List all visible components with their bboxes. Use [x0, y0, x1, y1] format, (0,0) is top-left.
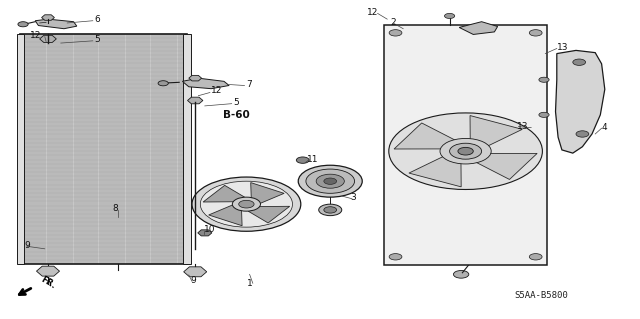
Text: 12: 12 — [211, 86, 223, 95]
Text: 12: 12 — [29, 31, 41, 40]
Circle shape — [539, 112, 549, 117]
Circle shape — [200, 181, 292, 227]
Polygon shape — [409, 154, 461, 187]
Circle shape — [158, 81, 168, 86]
Polygon shape — [35, 19, 77, 29]
Text: 11: 11 — [307, 155, 319, 164]
Polygon shape — [189, 75, 202, 81]
Circle shape — [298, 165, 362, 197]
Bar — [20, 34, 187, 264]
Polygon shape — [184, 267, 207, 277]
Circle shape — [389, 254, 402, 260]
Polygon shape — [248, 206, 290, 223]
Polygon shape — [36, 266, 60, 276]
Circle shape — [529, 254, 542, 260]
Circle shape — [18, 22, 28, 27]
Circle shape — [296, 157, 309, 163]
Circle shape — [319, 204, 342, 216]
Circle shape — [324, 178, 337, 184]
Circle shape — [529, 30, 542, 36]
Bar — [183, 34, 191, 264]
Circle shape — [192, 177, 301, 231]
Polygon shape — [188, 97, 203, 104]
Text: 2: 2 — [390, 18, 396, 27]
Circle shape — [573, 59, 586, 65]
Text: 9: 9 — [24, 241, 30, 250]
Polygon shape — [198, 230, 212, 236]
Polygon shape — [182, 78, 229, 89]
Text: 8: 8 — [112, 204, 118, 213]
Text: 5: 5 — [234, 98, 239, 107]
Polygon shape — [42, 15, 54, 20]
Text: 3: 3 — [351, 193, 356, 202]
Polygon shape — [460, 22, 498, 34]
Polygon shape — [251, 182, 284, 203]
Polygon shape — [471, 153, 537, 180]
Circle shape — [440, 138, 492, 164]
Circle shape — [576, 131, 589, 137]
Text: 4: 4 — [602, 123, 607, 132]
Circle shape — [450, 143, 482, 159]
Circle shape — [239, 200, 254, 208]
Text: 1: 1 — [247, 279, 252, 288]
Polygon shape — [394, 123, 460, 149]
Text: 13: 13 — [557, 43, 568, 52]
Text: 10: 10 — [204, 225, 215, 234]
Circle shape — [232, 197, 260, 211]
Text: S5AA-B5800: S5AA-B5800 — [514, 291, 568, 300]
Polygon shape — [203, 185, 244, 202]
Circle shape — [306, 169, 355, 193]
Polygon shape — [40, 35, 56, 42]
Bar — [384, 25, 547, 265]
Circle shape — [389, 30, 402, 36]
Bar — [20, 34, 187, 264]
Circle shape — [453, 271, 468, 278]
Circle shape — [324, 207, 337, 213]
Polygon shape — [556, 50, 605, 153]
Text: 13: 13 — [517, 122, 529, 130]
Circle shape — [539, 77, 549, 82]
Bar — [17, 34, 24, 264]
Polygon shape — [470, 115, 522, 148]
Text: B-60: B-60 — [223, 110, 250, 120]
Text: FR.: FR. — [40, 275, 58, 290]
Circle shape — [458, 147, 474, 155]
Text: 7: 7 — [246, 80, 252, 89]
Circle shape — [388, 113, 543, 189]
Text: 9: 9 — [191, 276, 196, 285]
Circle shape — [316, 174, 344, 188]
Text: 6: 6 — [95, 15, 100, 24]
Polygon shape — [209, 205, 242, 226]
Text: 12: 12 — [367, 8, 378, 17]
Text: 5: 5 — [95, 35, 100, 44]
Circle shape — [445, 13, 455, 19]
